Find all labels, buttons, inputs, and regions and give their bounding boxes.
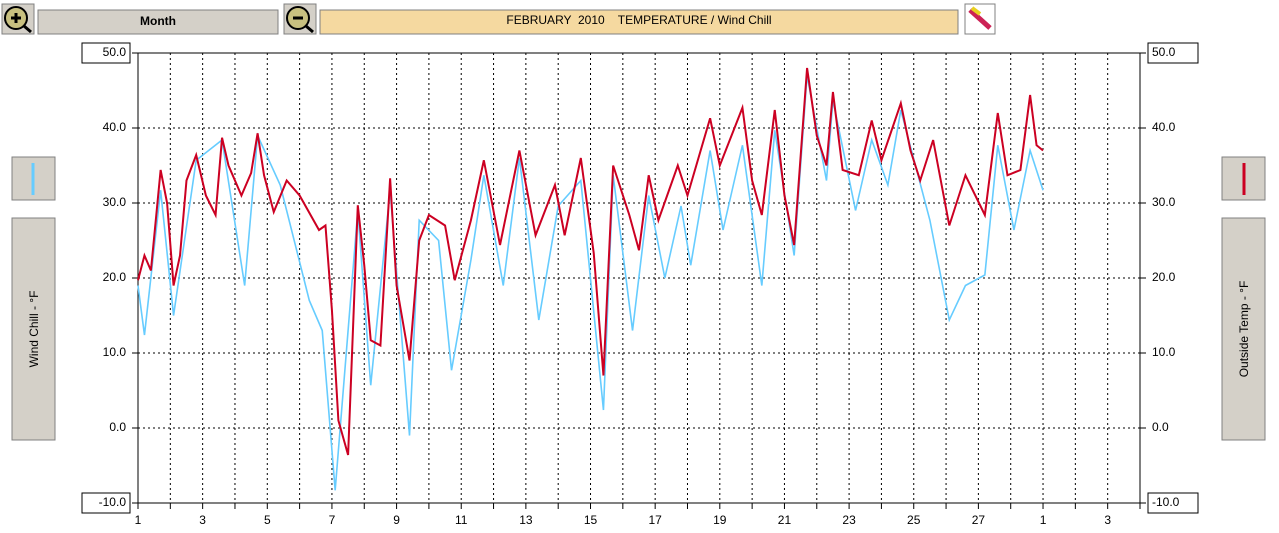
tick-box xyxy=(1147,492,1199,514)
series-line xyxy=(137,67,1044,456)
y2-axis-label: Outside Temp - °F xyxy=(1237,281,1251,378)
title-box xyxy=(319,9,959,35)
x-tick-label: 19 xyxy=(713,513,727,527)
y-tick-label: 20.0 xyxy=(103,270,127,284)
y2-tick-label: 30.0 xyxy=(1152,195,1176,209)
x-tick-label: 17 xyxy=(648,513,662,527)
y-tick-label: -10.0 xyxy=(99,495,127,509)
print-icon[interactable] xyxy=(964,3,996,35)
x-tick-label: 3 xyxy=(199,513,206,527)
y2-tick-label: 20.0 xyxy=(1152,270,1176,284)
tick-box xyxy=(81,492,131,514)
zoom-in-button[interactable] xyxy=(1,3,35,35)
x-tick-label: 5 xyxy=(264,513,271,527)
x-tick-label: 15 xyxy=(584,513,598,527)
y-axis-label: Wind Chill - °F xyxy=(27,291,41,368)
axis-panel xyxy=(1221,217,1266,441)
x-tick-label: 25 xyxy=(907,513,921,527)
y-tick-label: 30.0 xyxy=(103,195,127,209)
y-tick-label: 10.0 xyxy=(103,345,127,359)
tick-box xyxy=(1147,42,1199,64)
y-tick-label: 50.0 xyxy=(103,45,127,59)
x-tick-label: 13 xyxy=(519,513,533,527)
tick-box xyxy=(81,42,131,64)
y2-tick-label: 40.0 xyxy=(1152,120,1176,134)
y-tick-label: 40.0 xyxy=(103,120,127,134)
y2-tick-label: 10.0 xyxy=(1152,345,1176,359)
x-tick-label: 23 xyxy=(842,513,856,527)
x-tick-label: 3 xyxy=(1104,513,1111,527)
range-label: Month xyxy=(140,14,176,28)
x-tick-label: 1 xyxy=(135,513,142,527)
x-tick-label: 11 xyxy=(455,513,468,527)
y-tick-label: 0.0 xyxy=(109,420,126,434)
axis-panel xyxy=(11,217,56,441)
chart-title: FEBRUARY 2010 TEMPERATURE / Wind Chill xyxy=(506,13,771,27)
range-button[interactable] xyxy=(37,9,279,35)
y2-tick-label: -10.0 xyxy=(1152,495,1180,509)
x-tick-label: 7 xyxy=(329,513,336,527)
y2-tick-label: 0.0 xyxy=(1152,420,1169,434)
zoom-out-button[interactable] xyxy=(283,3,317,35)
x-tick-label: 27 xyxy=(972,513,986,527)
y2-tick-label: 50.0 xyxy=(1152,45,1176,59)
series-line xyxy=(137,75,1044,491)
x-tick-label: 21 xyxy=(778,513,792,527)
x-tick-label: 9 xyxy=(393,513,400,527)
x-tick-label: 1 xyxy=(1040,513,1047,527)
